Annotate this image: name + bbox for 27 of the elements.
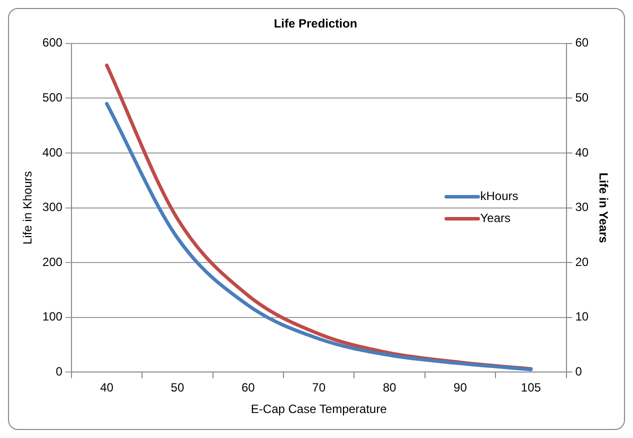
x-axis-title: E-Cap Case Temperature [250,402,388,416]
legend-label: Years [480,211,510,226]
x-tick-label: 80 [382,380,397,395]
y2-tick-label: 60 [575,36,589,50]
y-tick-label: 400 [42,145,63,160]
x-tick-label: 90 [454,380,468,395]
y2-tick-label: 0 [575,364,582,379]
x-tick-label: 50 [170,380,184,395]
y-tick-label: 600 [42,36,63,50]
y-tick-label: 500 [42,90,63,105]
y-tick-label: 0 [56,364,63,379]
chart-title: Life Prediction [274,16,358,31]
y2-tick-label: 40 [575,145,589,160]
x-tick-label: 70 [312,380,326,395]
y2-tick-label: 10 [575,310,589,324]
y2-tick-label: 20 [575,254,589,269]
y2-tick-label: 30 [575,200,589,214]
y-tick-label: 300 [42,200,63,214]
x-tick-label: 40 [100,380,114,395]
y2-axis-title: Life in Years [596,172,610,244]
x-tick-label: 60 [241,380,256,395]
y-tick-label: 200 [42,254,63,269]
legend-label: kHours [480,189,518,204]
y-tick-label: 100 [42,310,63,324]
x-tick-label: 105 [520,380,542,395]
y-axis-title: Life in Khours [20,171,35,244]
y2-tick-label: 50 [575,90,589,105]
